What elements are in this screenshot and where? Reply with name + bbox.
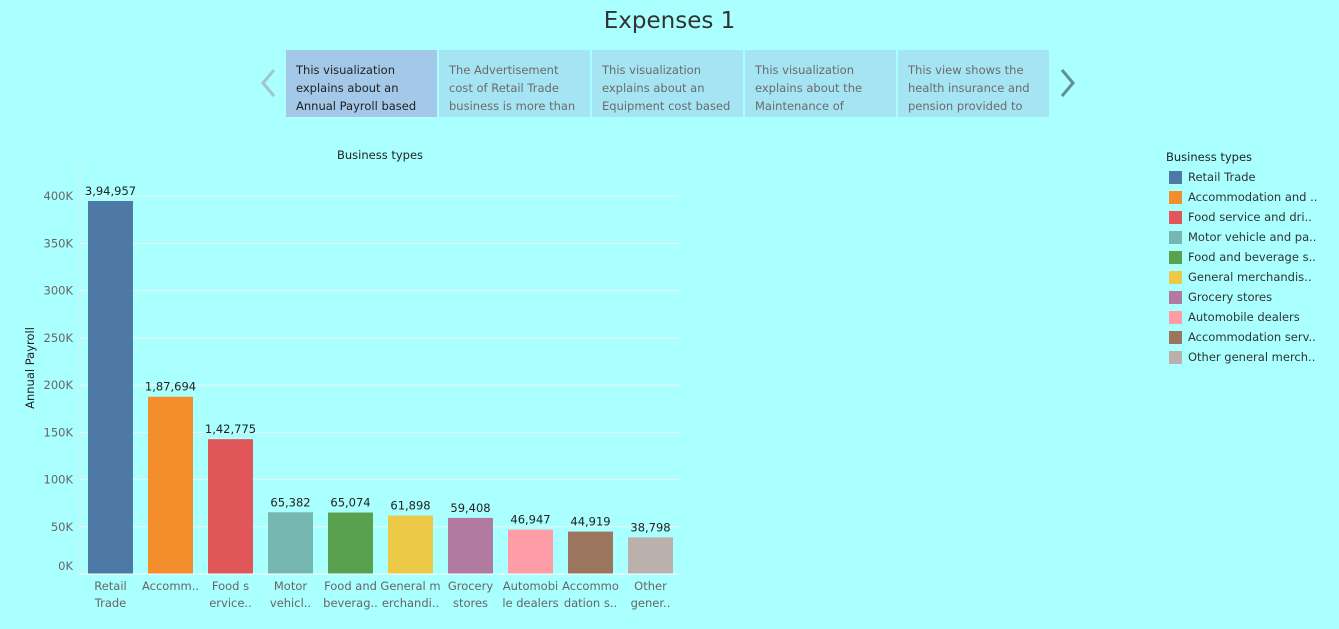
y-tick-label: 200K xyxy=(44,378,74,392)
legend-swatch xyxy=(1169,170,1182,184)
x-tick-label: Trade xyxy=(94,596,127,610)
x-tick-label: Accomm.. xyxy=(142,579,199,593)
legend-swatch xyxy=(1169,190,1182,204)
legend-item[interactable]: Motor vehicle and pa.. xyxy=(1166,227,1339,247)
story-point-5[interactable]: This view shows the health insurance and… xyxy=(898,50,1049,117)
data-label: 61,898 xyxy=(390,499,430,513)
x-tick-label: beverag.. xyxy=(323,596,378,610)
bar[interactable] xyxy=(448,517,493,574)
legend-label: Food service and dri.. xyxy=(1188,210,1312,224)
y-tick-label: 400K xyxy=(44,189,74,203)
legend-swatch xyxy=(1169,330,1182,344)
legend-item[interactable]: Grocery stores xyxy=(1166,287,1339,307)
x-tick-label: Grocery xyxy=(448,579,494,593)
legend-label: Grocery stores xyxy=(1188,290,1273,304)
legend-item[interactable]: Retail Trade xyxy=(1166,167,1339,187)
legend-label: Motor vehicle and pa.. xyxy=(1188,230,1317,244)
data-label: 1,42,775 xyxy=(205,422,256,436)
data-label: 1,87,694 xyxy=(145,380,196,394)
bar-chart: 0K 50K 100K 150K 200K 250K 300K 350K 400K Annual … xyxy=(23,163,680,610)
legend-label: Automobile dealers xyxy=(1188,310,1300,324)
x-tick-label: Accommo xyxy=(562,579,619,593)
x-tick-label: Automobi xyxy=(503,579,558,593)
story-point-navigator: This visualization explains about an Ann… xyxy=(286,50,1049,117)
data-label: 46,947 xyxy=(510,513,550,527)
legend-item[interactable]: Automobile dealers xyxy=(1166,307,1339,327)
story-point-4[interactable]: This visualization explains about the Ma… xyxy=(745,50,896,117)
story-title: Expenses 1 xyxy=(603,8,736,34)
bar[interactable] xyxy=(388,515,433,574)
legend-item[interactable]: Accommodation serv.. xyxy=(1166,327,1339,347)
legend-swatch xyxy=(1169,290,1182,304)
y-tick-label: 350K xyxy=(44,236,74,250)
x-tick-label: Food s xyxy=(212,579,249,593)
legend-item[interactable]: Accommodation and .. xyxy=(1166,187,1339,207)
legend-swatch xyxy=(1169,350,1182,364)
x-tick-label: Motor xyxy=(274,579,308,593)
legend-label: Accommodation and .. xyxy=(1188,190,1318,204)
y-tick-label: 100K xyxy=(44,473,74,487)
data-label: 65,074 xyxy=(330,496,370,510)
legend-swatch xyxy=(1169,210,1182,224)
x-tick-label: gener.. xyxy=(631,596,671,610)
y-tick-label: 0K xyxy=(58,559,73,573)
y-tick-label: 50K xyxy=(51,520,74,534)
bar[interactable] xyxy=(148,396,193,574)
legend-swatch xyxy=(1169,270,1182,284)
legend-item[interactable]: Food and beverage s.. xyxy=(1166,247,1339,267)
data-label: 3,94,957 xyxy=(85,184,136,198)
x-tick-label: Retail xyxy=(94,579,127,593)
legend-label: General merchandis.. xyxy=(1188,270,1312,284)
chevron-left-icon[interactable] xyxy=(259,66,279,100)
x-tick-label: General m xyxy=(380,579,440,593)
legend-item[interactable]: Other general merch.. xyxy=(1166,347,1339,367)
x-tick-label: vehicl.. xyxy=(270,596,311,610)
legend-label: Retail Trade xyxy=(1188,170,1256,184)
legend-label: Food and beverage s.. xyxy=(1188,250,1316,264)
story-point-3[interactable]: This visualization explains about an Equ… xyxy=(592,50,743,117)
bar[interactable] xyxy=(328,512,373,574)
x-tick-label: erchandi.. xyxy=(382,596,439,610)
bar[interactable] xyxy=(268,512,313,574)
bar[interactable] xyxy=(568,531,613,574)
data-label: 44,919 xyxy=(570,515,610,529)
x-tick-label: stores xyxy=(453,596,488,610)
story-point-1[interactable]: This visualization explains about an Ann… xyxy=(286,50,437,117)
bar[interactable] xyxy=(508,529,553,574)
y-tick-label: 250K xyxy=(44,331,74,345)
bar[interactable] xyxy=(628,537,673,574)
x-tick-label: ervice.. xyxy=(209,596,252,610)
y-axis-title: Annual Payroll xyxy=(23,327,37,409)
legend-swatch xyxy=(1169,230,1182,244)
y-tick-label: 300K xyxy=(44,284,74,298)
legend: Business types Retail Trade Accommodation… xyxy=(1166,150,1339,367)
legend-swatch xyxy=(1169,310,1182,324)
x-tick-label: le dealers xyxy=(502,596,558,610)
y-tick-label: 150K xyxy=(44,425,74,439)
chevron-right-icon[interactable] xyxy=(1057,66,1077,100)
legend-label: Accommodation serv.. xyxy=(1188,330,1316,344)
legend-item[interactable]: General merchandis.. xyxy=(1166,267,1339,287)
bar[interactable] xyxy=(208,439,253,574)
legend-item[interactable]: Food service and dri.. xyxy=(1166,207,1339,227)
data-label: 38,798 xyxy=(630,520,670,534)
x-tick-label: Other xyxy=(634,579,667,593)
legend-title: Business types xyxy=(1166,150,1253,164)
x-tick-label: dation s.. xyxy=(564,596,617,610)
legend-label: Other general merch.. xyxy=(1188,350,1316,364)
chart-header: Business types xyxy=(336,148,424,162)
x-tick-label: Food and xyxy=(324,579,377,593)
bar[interactable] xyxy=(88,201,133,574)
data-label: 65,382 xyxy=(270,495,310,509)
data-label: 59,408 xyxy=(450,501,490,515)
story-point-2[interactable]: The Advertisement cost of Retail Trade b… xyxy=(439,50,590,117)
legend-swatch xyxy=(1169,250,1182,264)
